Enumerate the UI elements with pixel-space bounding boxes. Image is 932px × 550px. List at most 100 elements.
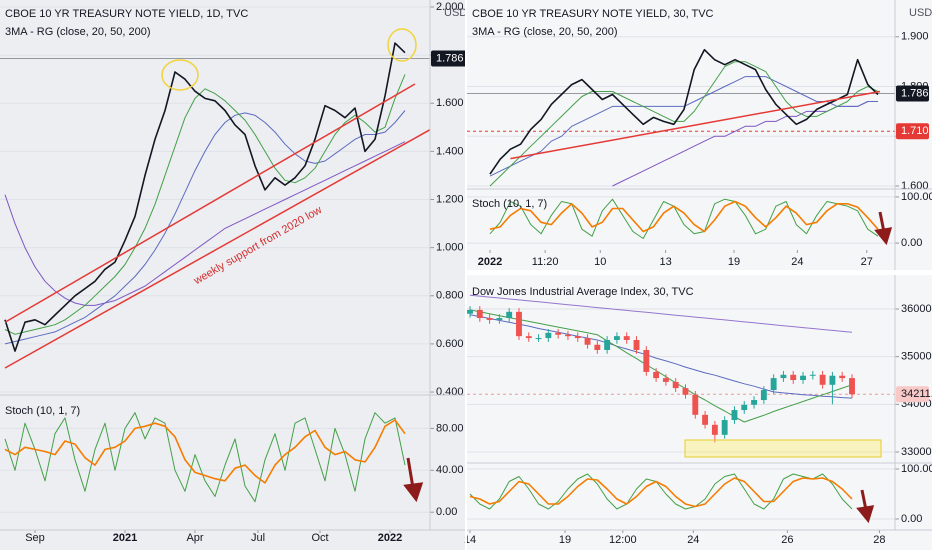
candle-body (741, 404, 748, 411)
candle-body (604, 339, 611, 350)
y-tick-label: 1.900 (901, 31, 929, 43)
candle-body (839, 375, 846, 379)
arrow (406, 457, 415, 489)
pane-separator (465, 0, 467, 550)
price-label-box (896, 386, 929, 403)
candle-body (829, 375, 836, 385)
x-tick-label: 10 (594, 256, 606, 268)
candle-body (770, 378, 777, 391)
candle-body (819, 374, 826, 385)
y-tick-label: 0.400 (436, 386, 464, 398)
trend-line (510, 90, 881, 160)
series-line (4, 412, 406, 503)
axis-unit: USD (909, 7, 932, 19)
highlight-circle (161, 59, 199, 91)
plot-area (467, 196, 895, 244)
candle-body (535, 338, 542, 340)
series-line (489, 198, 879, 239)
y-tick-label: 100.00 (901, 191, 932, 203)
candle-body (643, 349, 650, 372)
candle-body (623, 336, 630, 340)
chart-title: Stoch (10, 1, 7) (472, 198, 547, 210)
candle-body (662, 378, 669, 382)
candle-body (692, 394, 699, 415)
highlight-circle (387, 28, 417, 62)
candle-body (496, 318, 503, 320)
y-tick-label: 100.00 (901, 463, 932, 475)
x-tick-label: 2021 (113, 532, 137, 544)
series-line (4, 141, 406, 306)
candle-body (790, 374, 797, 381)
x-tick-label: 13 (659, 256, 671, 268)
series-line (4, 419, 406, 484)
arrow-head (874, 227, 893, 246)
x-tick-label: 28 (873, 534, 885, 546)
pane-separator (467, 270, 932, 275)
chart-title: CBOE 10 YR TREASURY NOTE YIELD, 1D, TVC (5, 8, 248, 20)
series-line (4, 110, 406, 345)
plot-area (0, 6, 430, 393)
candle-body (721, 420, 728, 435)
price-label: 1.710 (901, 125, 929, 137)
series-line (489, 61, 879, 187)
chart-title: Dow Jones Industrial Average Index, 30, … (472, 286, 694, 298)
y-tick-label: 1.200 (436, 193, 464, 205)
series-line (469, 473, 853, 510)
candle-body (565, 334, 571, 337)
candle-body (486, 318, 493, 320)
price-label: 1.786 (901, 87, 929, 99)
candle-body (467, 309, 473, 314)
axis-unit: USD (444, 7, 467, 19)
x-tick-label: 24 (791, 256, 803, 268)
x-tick-label: 11:20 (532, 256, 559, 268)
y-tick-label: 35000.00 (901, 351, 932, 363)
x-tick-label: 12:00 (609, 534, 637, 546)
arrows (403, 211, 893, 524)
chart-pane: 0.00 40.00 80.00 Sep 2021 Apr Jul Oct 2022 Stoch … (0, 405, 464, 544)
candle-body (780, 374, 787, 379)
candle-body (653, 371, 660, 379)
candle-body (476, 309, 483, 319)
y-tick-label: 1.400 (436, 145, 464, 157)
candle-body (682, 388, 689, 395)
x-tick-label: 19 (559, 534, 571, 546)
plot-area (467, 36, 895, 187)
y-tick-label: 40.00 (436, 464, 464, 476)
candle-body (672, 381, 679, 389)
y-tick-label: 2.000 (436, 1, 464, 13)
y-tick-label: 80.00 (436, 422, 464, 434)
series-line (469, 309, 853, 423)
left-pane-bg (0, 0, 465, 550)
x-tick-label: Jul (251, 532, 265, 544)
series-line (469, 477, 853, 508)
arrow-head (403, 482, 424, 503)
x-tick-label: 27 (861, 256, 873, 268)
chart-pane: 0.4000.6000.8001.0001.2001.4001.6001.800… (0, 1, 467, 398)
candle-body (849, 378, 855, 395)
candle-body (809, 374, 816, 376)
candle-body (516, 311, 522, 337)
candle-body (594, 344, 601, 350)
price-label-box (431, 50, 467, 67)
series-line (489, 200, 879, 233)
candle-body (760, 390, 767, 401)
chart-pane: 0.00 100.00 2022 11:20 10 13 19 24 27 Stoch (10, … (467, 191, 932, 268)
y-tick-label: 0.800 (436, 290, 464, 302)
chart-pane: 33000.0034000.0035000.0036000.0034211.94… (467, 286, 932, 458)
trend-line (4, 129, 430, 369)
candle-body (555, 332, 562, 335)
candle-body (545, 332, 552, 339)
series-line (469, 314, 853, 399)
plot-area (467, 294, 895, 453)
y-tick-label: 36000.00 (901, 303, 932, 315)
candle-body (800, 375, 806, 381)
price-label-box (896, 85, 929, 102)
series-line (4, 74, 406, 335)
x-tick-label: Sep (25, 532, 45, 544)
trend-line (4, 83, 416, 323)
price-label: 34211.94 (901, 388, 932, 400)
candle-body (574, 336, 581, 339)
series-line (469, 294, 853, 333)
